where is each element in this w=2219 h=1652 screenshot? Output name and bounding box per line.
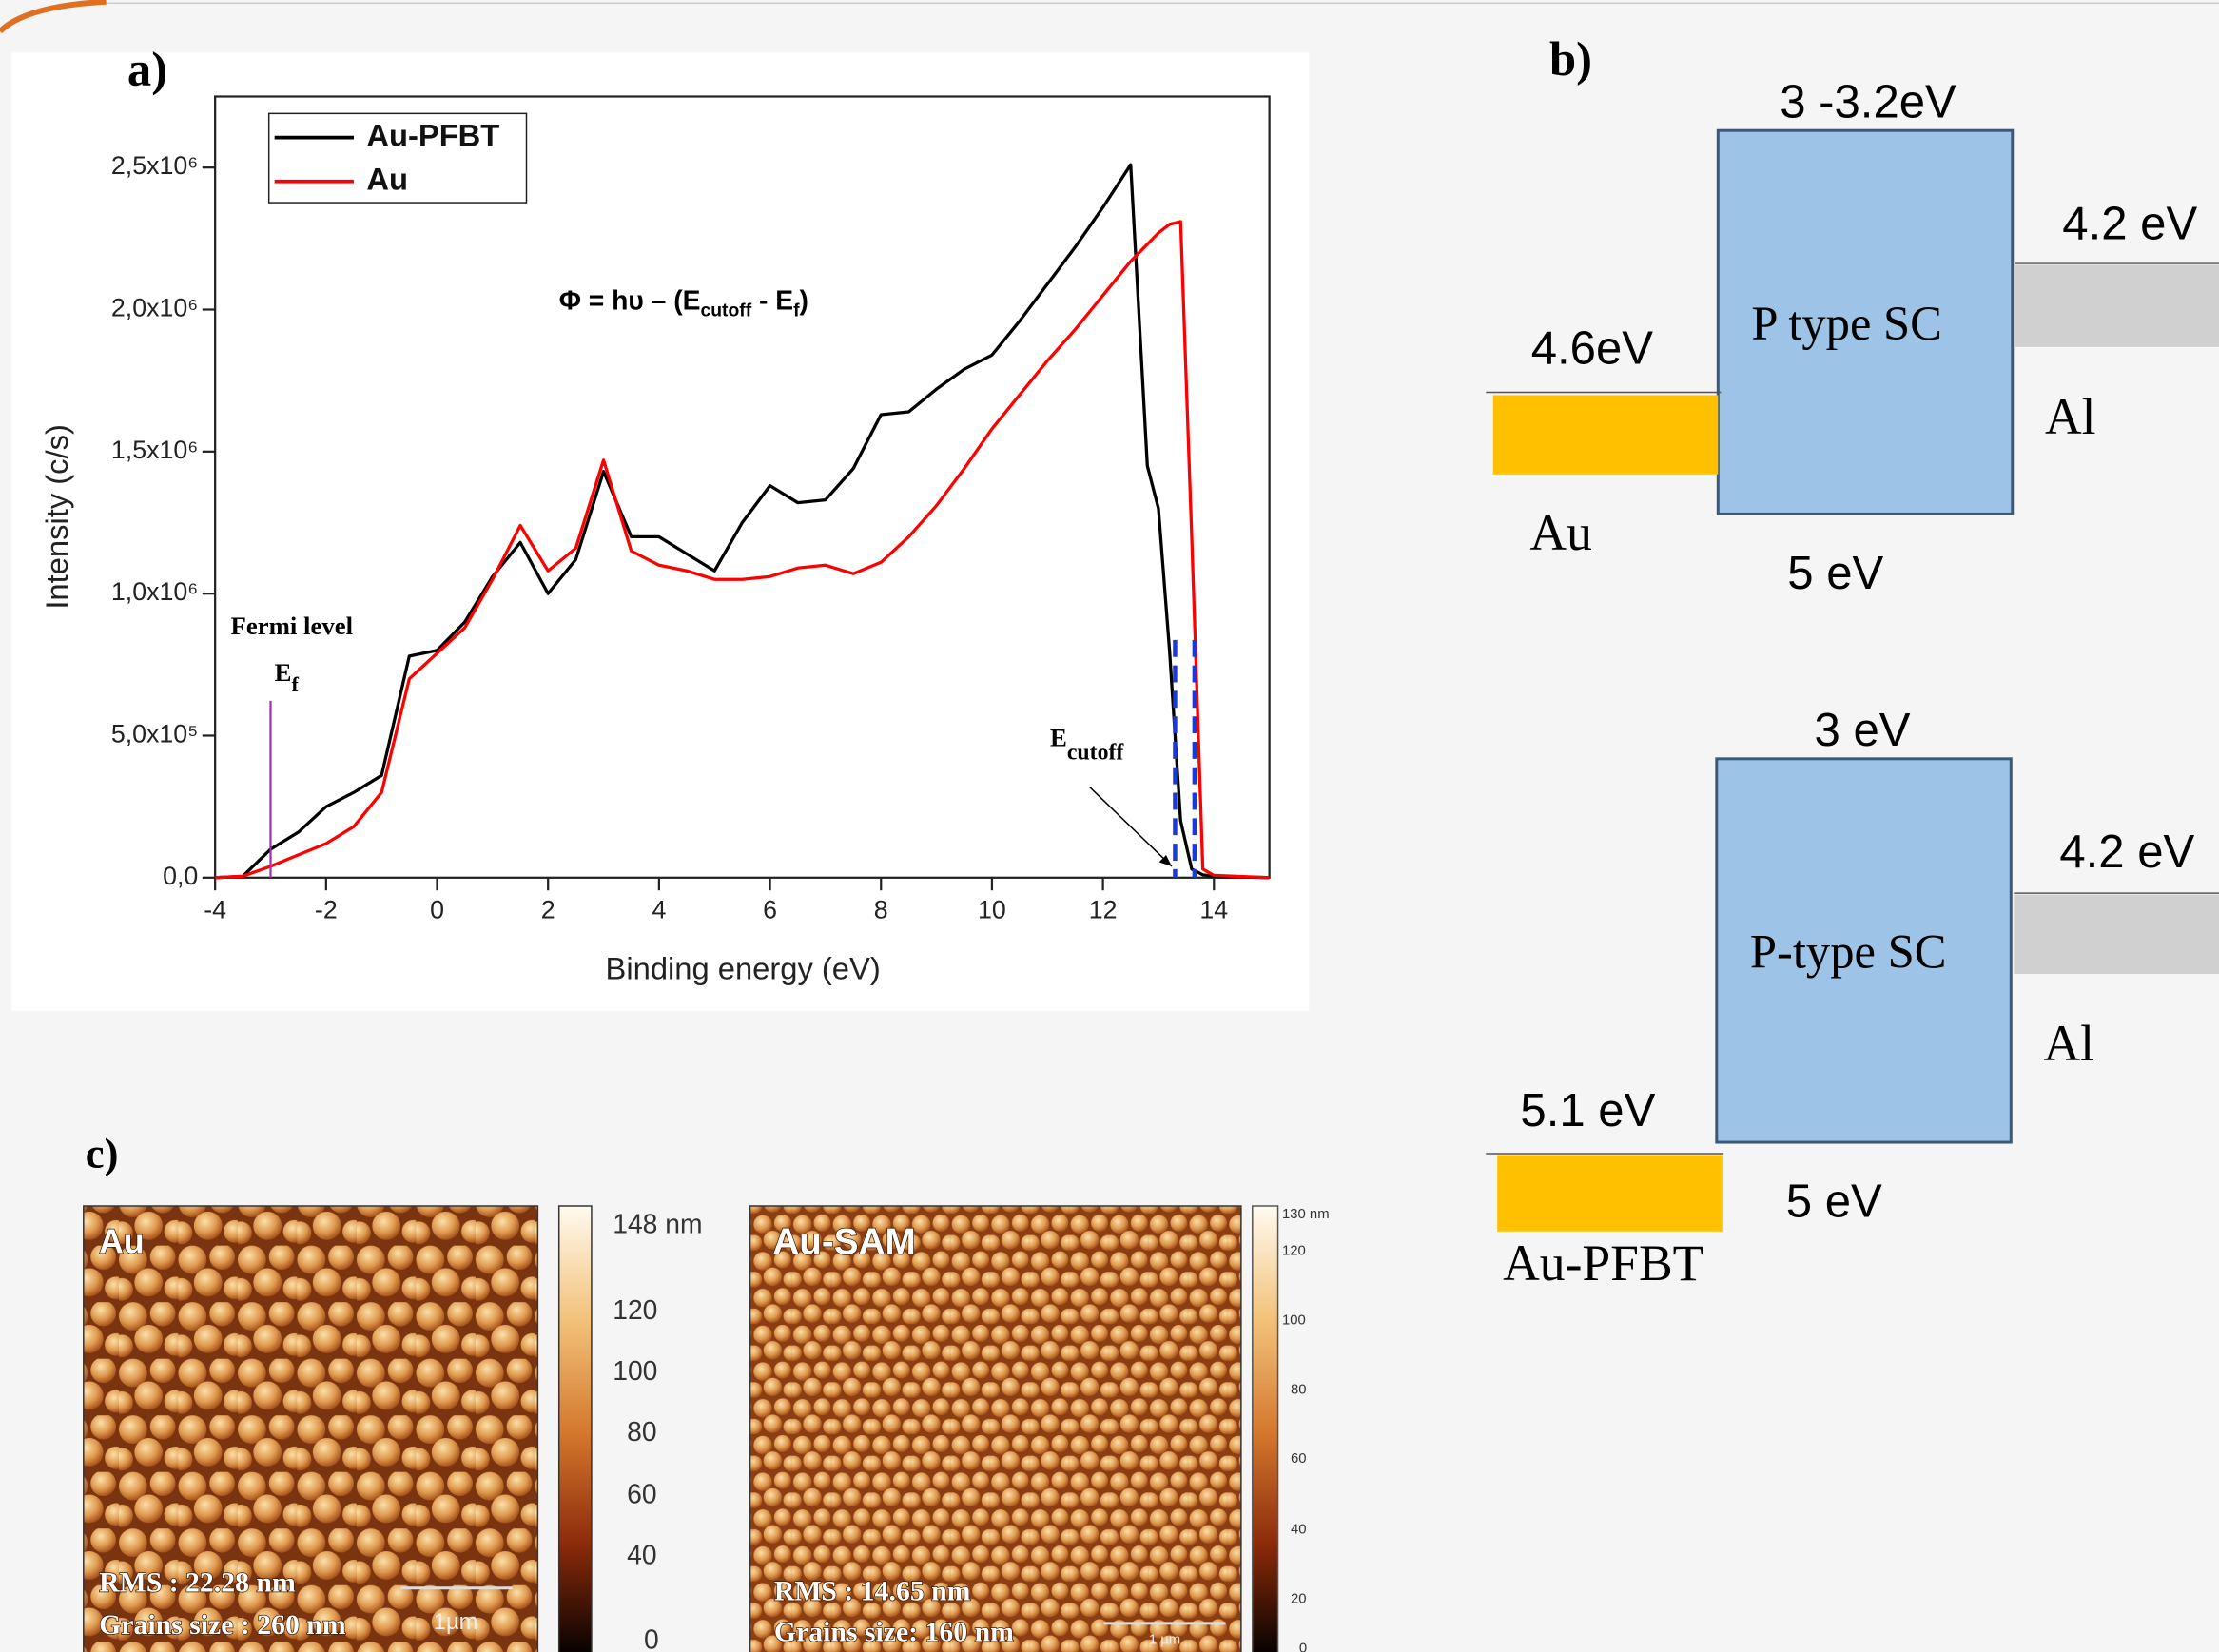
x-tick-label: 2 [541,896,555,924]
cutoff-arrow [1089,787,1173,867]
color-scale-tick: 0 [644,1624,659,1652]
semiconductor-box [1716,128,2015,515]
legend-label: Au-PFBT [366,117,499,152]
al-label: Al [2044,1015,2095,1072]
y-tick-label: 2,5x10⁶ [111,151,198,180]
corner-decoration [0,0,107,34]
panel-label: b) [1549,32,1592,86]
metal-block [1497,1155,1723,1232]
scale-bar-label: 1µm [434,1609,478,1635]
fermi-annotation: Fermi level [231,612,354,640]
y-tick-label: 2,0x10⁶ [111,294,198,322]
y-tick-label: 0,0 [163,862,198,890]
semiconductor-box [1715,757,2013,1144]
cutoff-arrowhead [1158,855,1172,866]
grain-label: Grains size: 160 nm [774,1617,1014,1648]
series-line [215,163,1270,880]
color-scale [1252,1205,1279,1652]
grain-label: Grains size : 260 nm [99,1609,346,1641]
lumo-label: 3 -3.2eV [1780,76,1956,127]
formula-sub: cutoff [700,301,751,321]
color-scale-tick: 100 [613,1355,657,1386]
x-tick-label: 12 [1089,896,1118,924]
panel-label: a) [127,42,167,95]
lumo-label: 3 eV [1815,705,1911,756]
rms-label: RMS : 14.65 nm [774,1576,971,1607]
color-scale-tick: 60 [1291,1451,1307,1467]
metal-block [1492,395,1719,475]
formula-sub: f [793,301,800,321]
ecutoff-annotation: Ecutoff [1050,724,1124,766]
panel-a-background [10,52,1310,1011]
y-tick-label: 5,0x10⁵ [111,720,198,748]
x-tick-label: 10 [978,896,1006,924]
color-scale-top: 130 nm [1282,1207,1330,1222]
ecutoff-main: E [1050,724,1067,752]
y-axis-title: Intensity (c/s) [39,424,74,610]
afm-image [749,1205,1242,1652]
color-scale-tick: 100 [1282,1312,1306,1328]
homo-label: 5 eV [1787,548,1883,599]
panel-label: c) [86,1130,119,1177]
x-tick-label: 4 [652,896,666,924]
x-tick-label: 6 [763,896,777,924]
metal-label: Au [1529,504,1591,561]
ef-main: E [275,658,292,687]
x-tick-label: -2 [315,896,338,924]
plot-frame [214,95,1271,879]
formula-part: ) [800,285,808,316]
sc-label: P-type SC [1750,925,1947,979]
afm-title: Au-SAM [772,1221,915,1262]
homo-label: 5 eV [1786,1176,1882,1227]
color-scale-tick: 80 [627,1416,656,1447]
al-label: Al [2045,388,2096,445]
y-tick-label: 1,0x10⁶ [111,577,198,606]
color-scale-tick: 80 [1291,1382,1307,1397]
formula: Φ = hυ – (Ecutoff - Ef) [559,285,808,321]
y-tick-label: 1,5x10⁶ [111,436,198,464]
x-tick-label: 14 [1199,896,1228,924]
color-scale-tick: 0 [1299,1642,1307,1652]
x-tick-label: 8 [874,896,888,924]
al-block [2015,264,2219,347]
al-level-label: 4.2 eV [2062,198,2197,249]
rms-label: RMS : 22.28 nm [99,1567,296,1599]
color-scale [557,1205,593,1652]
color-scale-tick: 40 [627,1539,656,1569]
color-scale-tick: 20 [1291,1592,1307,1607]
metal-level-label: 5.1 eV [1520,1085,1655,1137]
x-tick-label: -4 [204,896,226,924]
scale-bar-label: 1 µm [1149,1633,1180,1648]
legend-box [267,112,528,204]
color-scale-top: 148 nm [613,1208,702,1238]
metal-label: Au-PFBT [1503,1234,1703,1292]
color-scale-tick: 40 [1291,1523,1307,1538]
x-tick-label: 0 [430,896,444,924]
afm-title: Au [99,1223,145,1261]
ecutoff-sub: cutoff [1067,741,1125,766]
legend-label: Au [366,161,408,196]
al-level-label: 4.2 eV [2059,826,2194,878]
series-line [215,220,1270,880]
color-scale-tick: 120 [1282,1244,1306,1259]
sc-label: P type SC [1751,297,1942,350]
metal-level-label: 4.6eV [1531,322,1654,374]
ef-sub: f [292,672,300,696]
formula-part: - E [751,285,793,316]
color-scale-tick: 60 [627,1478,656,1508]
al-block [2014,894,2219,974]
color-scale-tick: 120 [613,1294,657,1325]
line-chart: -4 -2 0 2 4 6 8 10 12 14 0,0 5,0x10⁵ 1,0x10⁶ 1,5x10⁶ 2… [111,95,1271,924]
afm-image [83,1205,539,1652]
x-axis-title: Binding energy (eV) [606,951,881,986]
ef-annotation: Ef [275,658,300,696]
formula-part: Φ = hυ – (E [559,285,701,316]
